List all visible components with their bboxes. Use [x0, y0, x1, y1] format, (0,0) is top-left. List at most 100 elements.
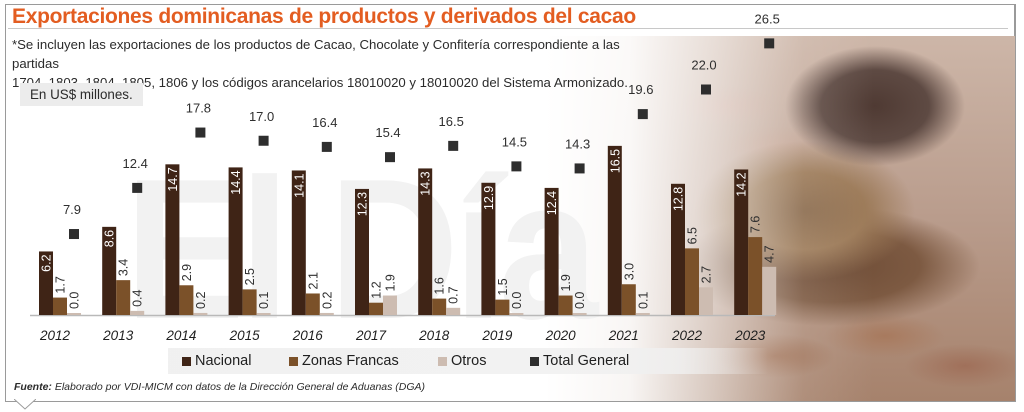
x-tick-label: 2021 — [608, 328, 639, 343]
marker-total-general — [511, 161, 522, 172]
bar-nacional — [734, 169, 749, 315]
bar-nacional — [544, 187, 559, 315]
label-zonas-francas: 1.7 — [54, 276, 68, 293]
label-total-general: 17.8 — [186, 101, 211, 116]
marker-total-general — [637, 109, 648, 120]
label-zonas-francas: 2.1 — [306, 272, 320, 289]
label-total-general: 12.4 — [123, 156, 148, 171]
bar-otros — [193, 312, 208, 315]
cacao-photo-fade — [545, 36, 1015, 401]
bar-otros — [572, 313, 587, 315]
source-label: Fuente: — [14, 381, 52, 393]
marker-total-general — [69, 229, 79, 240]
label-nacional: 16.5 — [608, 149, 622, 173]
bar-nacional — [607, 145, 622, 315]
label-zonas-francas: 3.0 — [622, 263, 636, 280]
bar-nacional — [228, 167, 243, 315]
label-nacional: 8.6 — [103, 230, 117, 247]
x-tick-label: 2023 — [734, 328, 766, 343]
bar-nacional — [165, 164, 180, 315]
legend-item-zonas-francas: Zonas Francas — [289, 353, 399, 369]
note-line-2: 1704, 1803, 1804, 1805, 1806 y los códig… — [12, 75, 628, 90]
label-total-general: 15.4 — [375, 125, 400, 140]
marker-total-general — [764, 38, 775, 49]
legend-swatch-total-general — [530, 356, 539, 366]
label-otros: 2.7 — [700, 266, 714, 283]
bar-nacional — [355, 188, 369, 315]
label-total-general: 17.0 — [249, 109, 274, 124]
bar-zonas-francas — [53, 297, 67, 315]
label-otros: 1.9 — [384, 274, 398, 291]
cacao-photo — [545, 36, 1015, 401]
label-total-general: 16.4 — [312, 115, 337, 130]
x-tick-label: 2022 — [671, 328, 703, 343]
bar-otros — [762, 266, 777, 315]
label-total-general: 14.5 — [502, 134, 527, 149]
marker-total-general — [195, 127, 206, 138]
chart-legend: Nacional Zonas Francas Otros Total Gener… — [168, 348, 768, 374]
bar-zonas-francas — [432, 298, 447, 315]
legend-label-total-general: Total General — [543, 353, 630, 369]
label-nacional: 12.4 — [545, 191, 559, 215]
label-total-general: 26.5 — [755, 11, 780, 26]
label-total-general: 22.0 — [691, 58, 716, 73]
label-zonas-francas: 1.2 — [370, 281, 384, 298]
x-tick-label: 2018 — [418, 328, 450, 343]
chart-note: *Se incluyen las exportaciones de los pr… — [12, 35, 632, 92]
marker-total-general — [132, 182, 143, 193]
bar-otros — [699, 287, 713, 315]
label-nacional: 14.4 — [229, 170, 243, 194]
label-total-general: 16.5 — [439, 114, 464, 129]
label-zonas-francas: 6.5 — [686, 227, 700, 244]
label-total-general: 19.6 — [628, 82, 653, 97]
label-otros: 0.2 — [320, 292, 334, 309]
unit-label: En US$ millones. — [20, 83, 143, 106]
label-nacional: 14.7 — [166, 167, 180, 191]
label-otros: 0.1 — [257, 292, 271, 309]
label-zonas-francas: 3.4 — [117, 259, 131, 276]
label-nacional: 14.1 — [292, 173, 306, 197]
bar-zonas-francas — [558, 295, 573, 315]
x-tick-label: 2019 — [481, 328, 513, 343]
legend-item-otros: Otros — [438, 353, 486, 369]
bar-zonas-francas — [748, 237, 763, 315]
source-note: Fuente: Elaborado por VDI-MICM con datos… — [14, 381, 425, 393]
source-text: Elaborado por VDI-MICM con datos de la D… — [54, 381, 426, 393]
label-nacional: 12.3 — [356, 192, 370, 216]
bar-otros — [319, 312, 334, 315]
x-tick-label: 2013 — [102, 328, 134, 343]
bar-otros — [509, 313, 524, 315]
bar-zonas-francas — [242, 289, 257, 315]
marker-total-general — [448, 140, 459, 151]
label-otros: 0.4 — [131, 289, 145, 306]
legend-item-nacional: Nacional — [182, 353, 251, 369]
x-tick-label: 2017 — [355, 328, 387, 343]
chart-title: Exportaciones dominicanas de productos y… — [12, 5, 636, 28]
marker-total-general — [258, 135, 269, 146]
legend-label-otros: Otros — [451, 353, 487, 369]
x-tick-label: 2012 — [39, 328, 71, 343]
label-otros: 0.0 — [68, 292, 82, 309]
legend-swatch-nacional — [182, 356, 191, 366]
bar-nacional — [671, 183, 685, 315]
label-nacional: 6.2 — [40, 254, 54, 271]
legend-label-nacional: Nacional — [195, 353, 252, 369]
bar-otros — [130, 310, 145, 315]
label-total-general: 14.3 — [565, 136, 590, 151]
label-otros: 4.7 — [763, 245, 777, 262]
label-zonas-francas: 1.6 — [433, 277, 447, 294]
bar-otros — [446, 307, 461, 315]
label-total-general: 7.9 — [63, 202, 81, 217]
frame-pointer — [14, 399, 36, 410]
label-nacional: 14.3 — [419, 171, 433, 195]
marker-total-general — [574, 163, 585, 174]
label-zonas-francas: 1.5 — [496, 278, 510, 295]
label-otros: 0.7 — [447, 286, 461, 303]
marker-total-general — [701, 84, 711, 95]
bar-zonas-francas — [116, 280, 131, 315]
bar-zonas-francas — [621, 284, 636, 315]
bar-zonas-francas — [495, 299, 510, 315]
label-otros: 0.0 — [573, 292, 587, 309]
title-divider — [8, 28, 1008, 29]
